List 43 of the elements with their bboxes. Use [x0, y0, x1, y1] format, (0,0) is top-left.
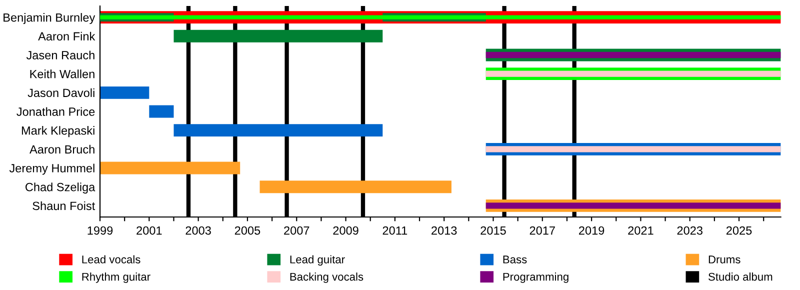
x-tick-label: 2005 — [234, 226, 260, 235]
x-tick-label: 2023 — [677, 226, 702, 235]
x-tick-label: 2025 — [726, 226, 752, 235]
y-tick-label: Aaron Fink — [38, 32, 96, 41]
y-tick-label: Jasen Rauch — [26, 50, 94, 60]
y-tick-label: Jason Davoli — [28, 88, 94, 98]
bar — [100, 86, 150, 99]
bar — [149, 105, 174, 118]
y-tick-label: Jonathan Price — [16, 107, 95, 116]
legend-label: Backing vocals — [290, 272, 364, 283]
legend-label: Bass — [503, 256, 527, 264]
x-tick-label: 2021 — [628, 226, 654, 235]
bar — [100, 162, 240, 174]
bar — [486, 146, 781, 152]
bar — [486, 70, 781, 77]
bar — [174, 30, 383, 42]
y-tick-label: Jeremy Hummel — [9, 164, 94, 175]
y-tick-label: Benjamin Burnley — [4, 13, 96, 24]
bar — [486, 202, 781, 209]
legend-label: Drums — [708, 256, 740, 264]
legend-label: Programming — [503, 272, 568, 283]
bar — [174, 124, 383, 137]
y-tick-label: Keith Wallen — [30, 70, 94, 78]
y-tick-label: Aaron Bruch — [30, 144, 94, 154]
x-tick-label: 2009 — [333, 226, 358, 235]
bar — [260, 180, 452, 194]
y-tick-label: Mark Klepaski — [22, 126, 94, 138]
x-tick-label: 2007 — [284, 226, 310, 235]
x-tick-label: 2011 — [382, 226, 408, 235]
x-tick-label: 2003 — [186, 226, 211, 235]
legend-label: Lead guitar — [290, 255, 345, 266]
legend-label: Rhythm guitar — [82, 272, 150, 283]
y-tick-label: Shaun Foist — [32, 201, 96, 210]
legend-label: Lead vocals — [82, 255, 140, 264]
x-tick-label: 2017 — [530, 226, 555, 235]
legend-label: Studio album — [708, 272, 772, 281]
y-tick-label: Chad Szeliga — [26, 182, 96, 194]
x-tick-label: 1999 — [88, 226, 113, 235]
x-tick-label: 2019 — [579, 226, 604, 235]
x-tick-label: 2013 — [432, 226, 457, 235]
x-tick-label: 2015 — [480, 226, 506, 235]
x-tick-label: 2001 — [136, 226, 162, 235]
bar — [486, 52, 781, 58]
